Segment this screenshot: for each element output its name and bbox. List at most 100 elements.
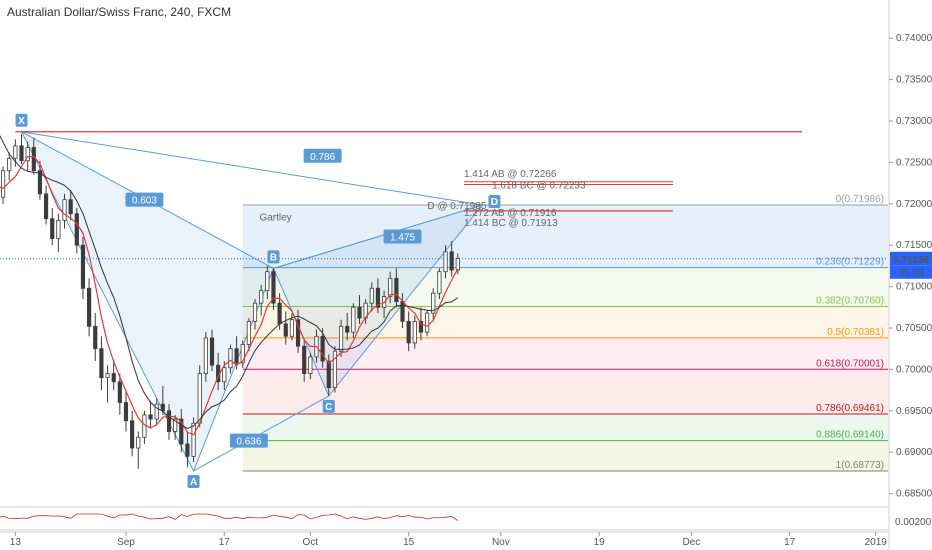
oscillator-line (0, 513, 459, 521)
fib-band (242, 267, 888, 307)
candle-body (375, 287, 381, 308)
candle-body (173, 418, 178, 432)
candle-body (62, 199, 67, 221)
candle-body (191, 422, 196, 457)
fib-band (242, 440, 888, 471)
candle-body (166, 410, 172, 432)
candle-body (425, 312, 430, 333)
x-tick-label: 2019 (865, 537, 888, 548)
target-label: 1.414 AB @ 0.72266 (464, 169, 557, 180)
y-tick-label: 0.73500 (896, 75, 932, 86)
candle-body (44, 193, 49, 220)
y-tick-label: 0.70000 (896, 364, 932, 375)
candle-body (449, 251, 454, 271)
x-tick-label: 15 (403, 537, 415, 548)
candle-body (105, 373, 110, 379)
y-tick-label: 0.72500 (896, 157, 932, 168)
pattern-point-badge (267, 250, 280, 264)
pattern-line-bd (273, 204, 483, 269)
target-label: 1.272 AB @ 0.71916 (464, 208, 557, 219)
candle-body (302, 345, 307, 374)
fib-level-label: 0.5(0.70381) (827, 327, 884, 338)
candle-body (203, 337, 208, 374)
fib-level-label: 0.886(0.69140) (816, 430, 884, 441)
candle-body (400, 301, 405, 322)
candle-body (252, 302, 258, 322)
candle-body (37, 170, 43, 195)
candle-body (320, 335, 325, 362)
y-tick-label: 0.71000 (896, 282, 932, 293)
candle-body (142, 414, 147, 438)
oscillator-y-tick-label: 0.00200 (895, 517, 932, 528)
moving-average-red (0, 156, 459, 436)
candle-body (50, 218, 55, 239)
candle-body (443, 251, 448, 273)
candle-body (179, 418, 184, 445)
countdown-tag (890, 265, 932, 279)
y-tick-label: 0.74000 (896, 33, 932, 44)
fib-band (242, 337, 888, 370)
candle-body (271, 271, 276, 304)
d-point-label: D @ 0.71985 (427, 201, 487, 212)
pattern-point-label: C (325, 402, 332, 413)
x-tick-label: 19 (594, 537, 606, 548)
candle-body (0, 170, 6, 198)
y-tick-label: 0.72000 (896, 199, 932, 210)
last-price-label: 0.71336 (893, 255, 930, 266)
pattern-point-badge (322, 399, 335, 413)
candle-body (431, 292, 436, 314)
candle-body (25, 147, 30, 162)
pattern-ratio-badge (229, 433, 268, 448)
candle-body (326, 360, 331, 389)
y-tick-label: 0.73000 (896, 116, 932, 127)
pattern-point-label: D (491, 197, 498, 208)
candle-body (283, 323, 288, 337)
pattern-ratio-label: 0.603 (132, 196, 157, 207)
candle-body (388, 277, 393, 297)
candle-body (123, 402, 129, 422)
pattern-line-xd (21, 131, 483, 206)
y-tick-label: 0.71500 (896, 240, 932, 251)
candle-body (56, 219, 61, 239)
candle-body (74, 213, 79, 246)
fib-band (242, 306, 888, 338)
candle-body (437, 271, 442, 294)
countdown-label: 05:09 (898, 268, 923, 279)
candle-body (295, 319, 301, 347)
candle-body (209, 337, 215, 366)
y-tick-label: 0.69500 (896, 406, 932, 417)
candle-body (455, 258, 460, 271)
fib-level-label: 0.618(0.70001) (816, 358, 884, 369)
last-price-tag (890, 251, 932, 266)
pattern-point-label: A (190, 477, 197, 488)
pattern-ratio-badge (303, 148, 342, 163)
pattern-ratio-label: 0.786 (310, 152, 335, 163)
target-label: 1.618 BC @ 0.72233 (492, 181, 586, 192)
candle-body (160, 403, 165, 412)
candle-body (240, 344, 245, 364)
candle-body (234, 348, 239, 364)
candle-body (154, 403, 159, 420)
fib-level-label: 0.382(0.70760) (816, 295, 884, 306)
x-tick-label: 17 (784, 537, 796, 548)
fib-level-label: 0.236(0.71229) (816, 257, 884, 268)
pattern-line-ac (193, 395, 330, 472)
candle-body (412, 320, 417, 344)
pattern-point-badge (15, 113, 28, 127)
candle-body (80, 244, 86, 289)
fib-band (242, 204, 888, 268)
fib-level-label: 0(0.71986) (836, 194, 884, 205)
y-tick-label: 0.68500 (896, 489, 932, 500)
chart-title: Australian Dollar/Swiss Franc, 240, FXCM (7, 5, 232, 19)
candle-body (31, 147, 36, 172)
x-tick-label: Dec (682, 537, 700, 548)
candle-body (68, 199, 73, 215)
candle-body (351, 306, 356, 333)
pattern-name: Gartley (259, 212, 291, 223)
pattern-point-badge (187, 474, 200, 488)
pattern-point-badge (488, 195, 501, 209)
candle-body (277, 302, 282, 325)
candle-body (228, 348, 233, 369)
